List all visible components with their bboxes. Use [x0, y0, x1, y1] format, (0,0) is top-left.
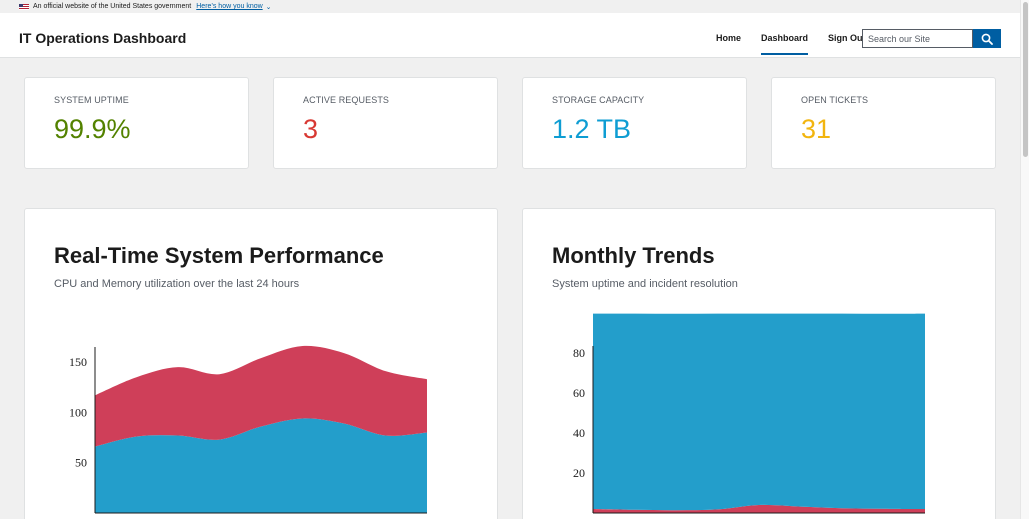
search-input[interactable]: [862, 29, 973, 48]
gov-banner: An official website of the United States…: [0, 0, 1029, 13]
search-icon: [981, 33, 993, 45]
y-tick-label: 150: [69, 355, 87, 369]
scrollbar-thumb[interactable]: [1023, 2, 1028, 157]
stat-label: Active Requests: [303, 95, 390, 105]
stat-label: Open Tickets: [801, 95, 869, 105]
chart-card-performance: Real-Time System Performance CPU and Mem…: [24, 208, 498, 519]
stat-value: 3: [303, 114, 319, 144]
stat-card-tickets: Open Tickets 31: [771, 77, 996, 169]
area-series-0[interactable]: [95, 418, 427, 513]
nav-item-sign-out[interactable]: Sign Out: [828, 33, 866, 43]
gov-banner-text: An official website of the United States…: [33, 3, 192, 10]
stat-card-storage: Storage Capacity 1.2 TB: [522, 77, 747, 169]
stat-value: 99.9%: [54, 114, 131, 144]
y-tick-label: 20: [573, 466, 585, 480]
main-nav: Home Dashboard Sign Out: [706, 13, 876, 58]
site-header: IT Operations Dashboard Home Dashboard S…: [0, 13, 1020, 58]
y-tick-label: 100: [69, 405, 87, 419]
stat-card-requests: Active Requests 3: [273, 77, 498, 169]
stat-value: 31: [801, 114, 832, 144]
performance-area-chart: 50 100 150: [69, 345, 427, 514]
area-series-0[interactable]: [593, 504, 925, 513]
chart-subtitle: System uptime and incident resolution: [552, 278, 738, 290]
y-tick-label: 60: [573, 386, 585, 400]
chart-title: Monthly Trends: [552, 243, 715, 268]
y-tick-label: 40: [573, 426, 585, 440]
site-title[interactable]: IT Operations Dashboard: [19, 30, 187, 46]
area-series-1[interactable]: [95, 345, 427, 447]
stat-label: Storage Capacity: [552, 95, 645, 105]
monthly-trends-area-chart: 20 40 60 80: [573, 313, 925, 514]
nav-item-home[interactable]: Home: [716, 33, 742, 43]
stat-card-uptime: System Uptime 99.9%: [24, 77, 249, 169]
stat-value: 1.2 TB: [552, 114, 632, 144]
area-series-1[interactable]: [593, 313, 925, 511]
chart-subtitle: CPU and Memory utilization over the last…: [54, 278, 300, 290]
chevron-down-icon[interactable]: ⌄: [265, 3, 272, 11]
search-form: [862, 29, 1001, 48]
page-scrollbar[interactable]: [1020, 0, 1029, 519]
chart-title: Real-Time System Performance: [54, 243, 384, 268]
nav-item-dashboard[interactable]: Dashboard: [751, 13, 818, 58]
chart-card-monthly-trends: Monthly Trends System uptime and inciden…: [522, 208, 996, 519]
search-button[interactable]: [973, 29, 1001, 48]
stat-label: System Uptime: [54, 95, 129, 105]
how-you-know-link[interactable]: Here’s how you know: [196, 3, 263, 10]
y-tick-label: 80: [573, 346, 585, 360]
y-tick-label: 50: [75, 456, 87, 470]
us-flag-icon: [19, 3, 29, 10]
